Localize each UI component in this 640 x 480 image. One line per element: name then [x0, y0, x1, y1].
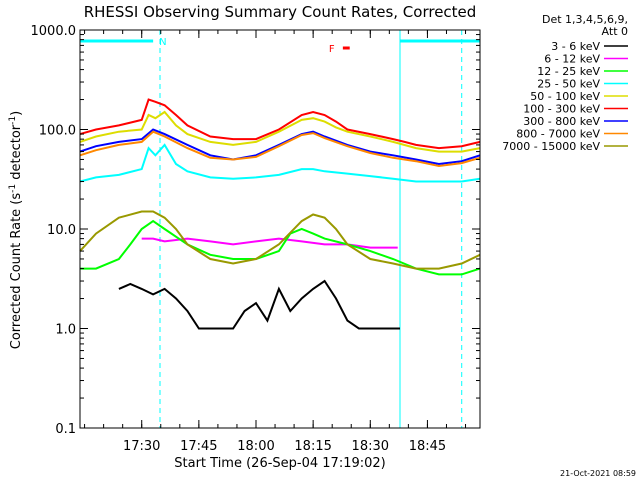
legend-label: 100 - 300 keV: [523, 103, 600, 116]
legend-label: 12 - 25 keV: [537, 65, 600, 78]
chart-title: RHESSI Observing Summary Count Rates, Co…: [84, 3, 477, 21]
footer-timestamp: 21-Oct-2021 08:59: [560, 469, 636, 478]
y-tick-label: 100.0: [39, 124, 76, 139]
legend-label: 50 - 100 keV: [530, 90, 600, 103]
flag-label: N: [159, 37, 166, 48]
series-line: [79, 130, 481, 168]
y-axis-ticks: 0.1 1.0 10.0 100.0 1000.0: [31, 24, 480, 437]
y-tick-label: 0.1: [55, 422, 76, 437]
x-tick-label: 17:45: [180, 439, 217, 454]
legend-label: 800 - 7000 keV: [516, 128, 600, 141]
series-line: [79, 110, 481, 153]
y-tick-label: 1000.0: [31, 24, 77, 39]
legend-header: Att 0: [602, 25, 628, 38]
y-tick-label: 10.0: [47, 223, 76, 238]
series-line: [79, 128, 481, 166]
x-tick-label: 18:15: [294, 439, 331, 454]
series-line: [79, 98, 481, 150]
legend-header: Det 1,3,4,5,6,9,: [542, 13, 628, 26]
series-line: [141, 237, 398, 249]
flag-label: F: [329, 44, 335, 55]
x-tick-label: 18:30: [352, 439, 389, 454]
series-line: [80, 219, 481, 276]
legend-label: 6 - 12 keV: [544, 53, 600, 66]
x-tick-label: 18:45: [409, 439, 446, 454]
plot-area: NF: [79, 30, 481, 428]
x-axis-ticks: 17:30 17:45 18:00 18:15 18:30 18:45: [84, 30, 467, 454]
x-tick-label: 18:00: [237, 439, 274, 454]
x-axis-label: Start Time (26-Sep-04 17:19:02): [174, 456, 385, 471]
series-line: [118, 279, 400, 330]
legend-label: 7000 - 15000 keV: [502, 140, 600, 153]
y-axis-label: Corrected Count Rate (s-1 detector-1): [8, 111, 24, 349]
y-tick-label: 1.0: [55, 323, 76, 338]
legend-label: 25 - 50 keV: [537, 78, 600, 91]
series-line: [79, 143, 481, 183]
legend-label: 3 - 6 keV: [551, 40, 600, 53]
legend-label: 300 - 800 keV: [523, 115, 600, 128]
x-tick-label: 17:30: [123, 439, 160, 454]
series-line: [79, 210, 481, 270]
